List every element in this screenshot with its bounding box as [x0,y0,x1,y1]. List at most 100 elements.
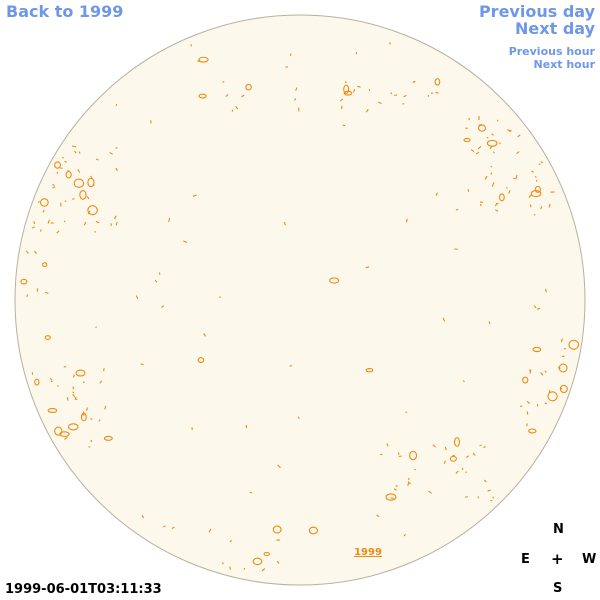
magnetic-contour [82,411,85,415]
magnetic-contour [492,151,495,154]
magnetic-contour [455,470,459,475]
magnetic-contour [95,326,97,329]
magnetic-contour [544,288,547,293]
magnetic-contour [339,98,344,102]
magnetic-contour [498,193,505,202]
magnetic-contour [540,372,544,376]
previous-hour-link[interactable]: Previous hour [508,45,595,58]
magnetic-contour [463,137,471,143]
magnetic-contour [245,83,252,91]
magnetic-contour [357,85,361,88]
magnetic-contour [558,367,561,369]
magnetic-contour [465,455,470,459]
magnetic-contour [231,109,234,112]
magnetic-contour [72,391,75,394]
magnetic-contour [477,146,482,150]
magnetic-contour [218,296,221,299]
magnetic-contour [261,568,266,572]
magnetic-contour [528,369,532,372]
year-label[interactable]: 1999 [354,547,382,558]
magnetic-contour [434,78,441,86]
magnetic-contour [403,94,407,98]
magnetic-contour [72,374,75,378]
magnetic-contour [548,390,551,394]
magnetic-contour [479,444,482,447]
magnetic-contour [229,539,232,543]
magnetic-contour [529,204,532,208]
magnetic-contour [464,496,469,498]
magnetic-contour [42,262,48,268]
magnetic-contour [432,444,437,448]
magnetic-contour [506,186,508,189]
magnetic-contour [241,94,245,98]
magnetic-contour [483,446,486,449]
magnetic-contour [461,467,464,471]
magnetic-contour [82,381,85,384]
magnetic-contour [221,562,224,565]
magnetic-contour [478,124,486,132]
magnetic-contour [229,566,232,570]
magnetic-contour [42,209,45,213]
compass-center: + [551,550,564,568]
next-day-link[interactable]: Next day [515,19,595,38]
magnetic-contour [568,339,580,350]
magnetic-contour [490,165,493,168]
magnetic-contour [74,150,77,154]
magnetic-contour [516,151,520,155]
magnetic-contour [197,357,205,364]
magnetic-contour [52,186,56,189]
magnetic-contour [444,446,447,451]
magnetic-contour [453,437,461,447]
magnetic-contour [517,134,521,138]
magnetic-contour [64,160,67,163]
magnetic-contour [83,221,87,226]
magnetic-contour [495,209,499,212]
magnetic-contour [243,567,246,570]
magnetic-contour [353,89,356,93]
magnetic-contour [72,386,75,390]
magnetic-contour [536,403,539,407]
magnetic-contour [308,526,319,535]
magnetic-contour [115,147,118,149]
magnetic-contour [534,176,537,178]
compass-south: S [553,581,563,596]
magnetic-contour [561,338,563,343]
magnetic-contour [540,206,543,210]
magnetic-contour [154,279,158,283]
magnetic-contour [95,158,99,161]
magnetic-contour [68,423,79,431]
magnetic-contour [87,177,95,188]
magnetic-contour [78,151,81,154]
magnetic-contour [528,428,537,434]
next-hour-link[interactable]: Next hour [533,58,596,71]
magnetic-contour [59,431,70,437]
magnetic-contour [519,405,523,408]
magnetic-contour [183,240,188,243]
magnetic-contour [470,149,475,152]
magnetic-contour [88,446,91,448]
magnetic-contour [393,488,397,491]
magnetic-contour [52,183,55,187]
previous-day-link[interactable]: Previous day [478,2,595,21]
magnetic-contour [86,407,88,411]
magnetic-contour [171,526,175,530]
magnetic-contour [390,92,393,95]
magnetic-contour [414,468,417,471]
magnetic-contour [99,380,103,384]
magnetic-contour [344,81,347,84]
magnetic-contour [64,436,68,440]
magnetic-contour [135,295,139,300]
magnetic-contour [455,208,459,211]
magnetic-contour [407,482,410,486]
magnetic-contour [103,368,105,372]
magnetic-contour [249,491,253,494]
magnetic-contour [98,419,101,422]
magnetic-contour [225,94,229,98]
back-to-year-link[interactable]: Back to 1999 [6,2,124,21]
magnetic-contour [563,347,567,350]
magnetic-contour [72,393,76,398]
magnetic-contour [293,98,297,101]
magnetic-contour [533,305,537,309]
magnetic-contour [90,417,93,421]
magnetic-contour [222,80,225,83]
